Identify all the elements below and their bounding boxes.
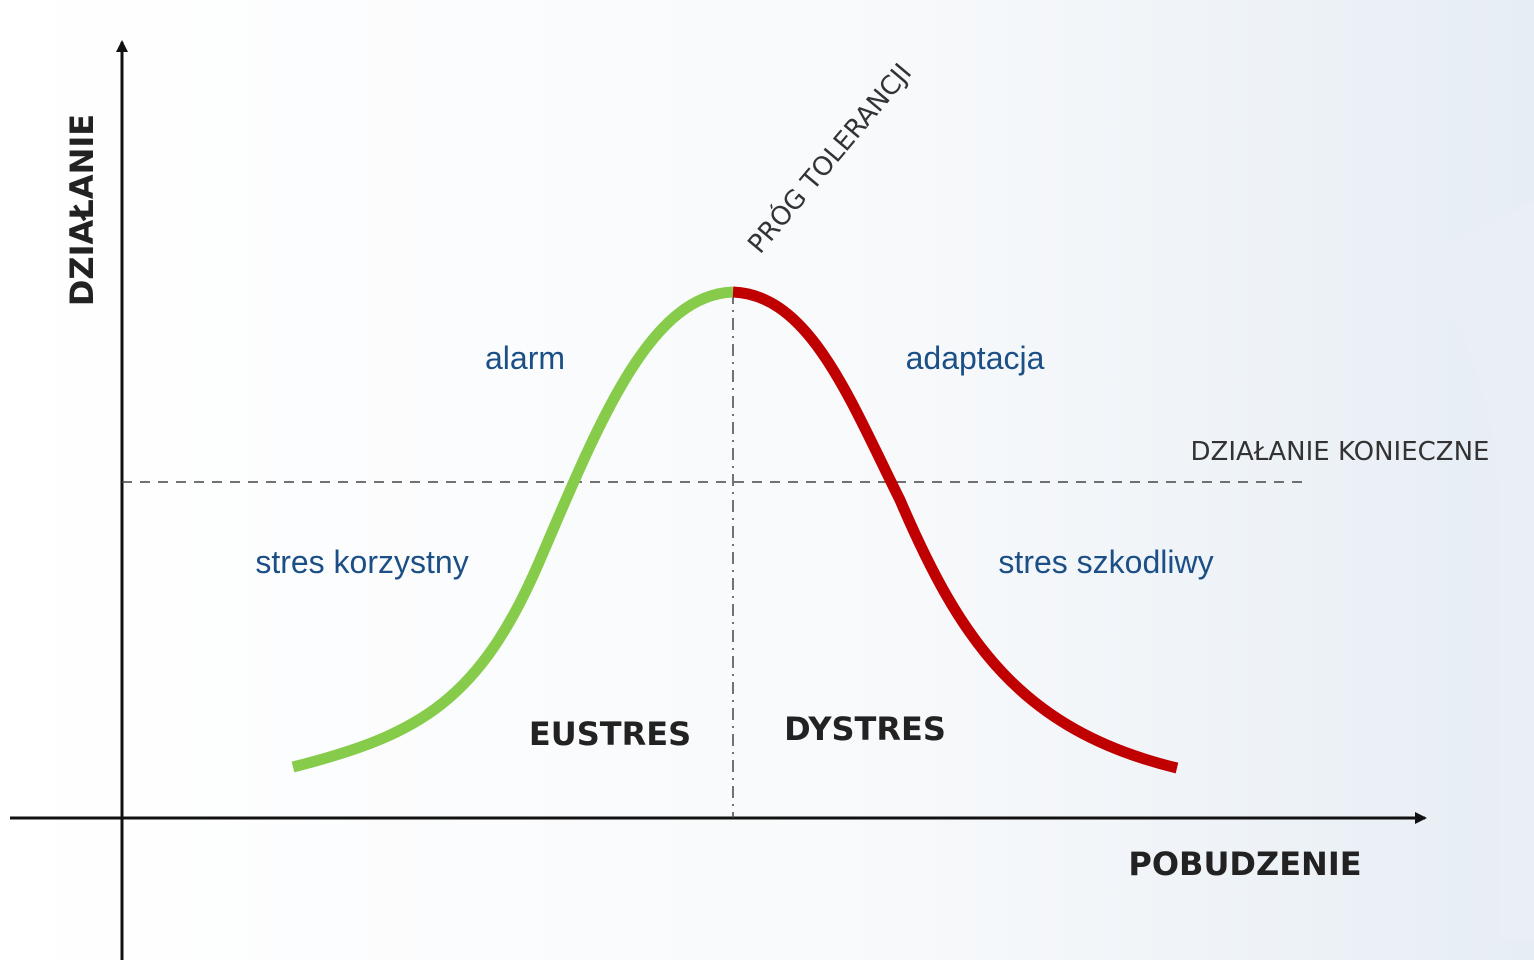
positive-label: stres korzystny xyxy=(255,544,468,580)
x-axis-label: POBUDZENIE xyxy=(1128,845,1361,883)
watermark xyxy=(1420,200,1534,940)
eustress-label: EUSTRES xyxy=(529,715,691,753)
harmful-label: stres szkodliwy xyxy=(998,544,1213,580)
distress-curve xyxy=(732,286,1179,774)
eustress-curve xyxy=(291,286,734,773)
alarm-label: alarm xyxy=(485,340,565,376)
distress-label: DYSTRES xyxy=(784,710,946,748)
required-label: DZIAŁANIE KONIECZNE xyxy=(1191,437,1490,467)
adaptation-label: adaptacja xyxy=(906,340,1045,376)
y-axis-label: DZIAŁANIE xyxy=(63,114,101,306)
